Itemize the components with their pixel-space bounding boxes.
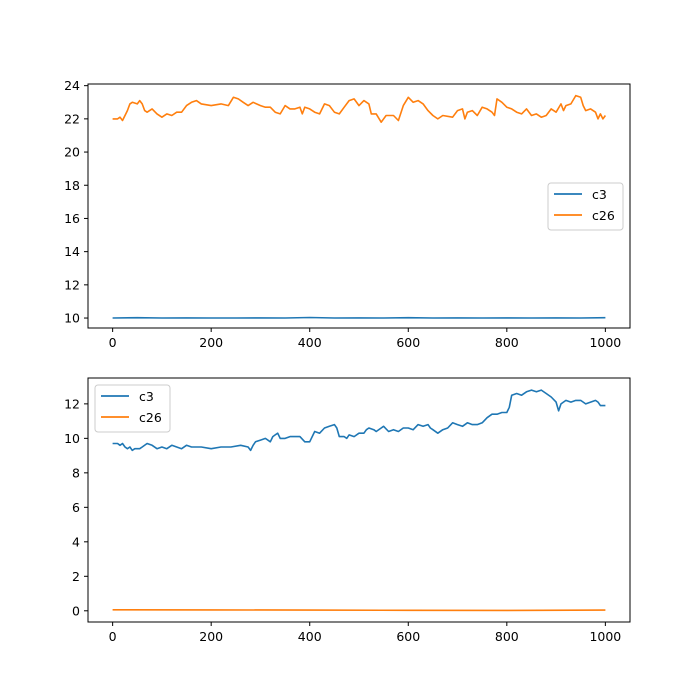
bottom-chart-legend: c3 c26 xyxy=(94,384,171,433)
x-tick-label: 400 xyxy=(298,629,322,644)
legend-label-c3: c3 xyxy=(592,187,607,202)
legend-label-c26: c26 xyxy=(592,208,615,223)
bottom-chart-x-ticks: 0 200 400 600 800 1000 xyxy=(109,622,621,644)
series-line-c3 xyxy=(112,389,606,452)
y-tick-label: 22 xyxy=(64,111,80,126)
x-tick-label: 800 xyxy=(495,629,519,644)
top-chart: 0 200 400 600 800 1000 10 12 14 16 18 20 22 24 c3 c2… xyxy=(64,78,631,350)
series-line-c26 xyxy=(112,94,607,123)
y-tick-label: 0 xyxy=(72,603,80,618)
x-tick-label: 0 xyxy=(109,335,117,350)
y-tick-label: 4 xyxy=(72,534,80,549)
y-tick-label: 10 xyxy=(64,431,80,446)
y-tick-label: 16 xyxy=(64,211,80,226)
bottom-chart-plot-area xyxy=(112,389,606,612)
bottom-chart: 0 200 400 600 800 1000 0 2 4 6 8 10 12 c3 c26 xyxy=(64,377,631,644)
x-tick-label: 800 xyxy=(495,335,519,350)
x-tick-label: 1000 xyxy=(589,335,621,350)
top-chart-x-ticks: 0 200 400 600 800 1000 xyxy=(109,328,621,350)
x-tick-label: 0 xyxy=(109,629,117,644)
x-tick-label: 600 xyxy=(396,629,420,644)
y-tick-label: 12 xyxy=(64,396,80,411)
x-tick-label: 400 xyxy=(298,335,322,350)
y-tick-label: 6 xyxy=(72,500,80,515)
y-tick-label: 20 xyxy=(64,145,80,160)
y-tick-label: 2 xyxy=(72,569,80,584)
x-tick-label: 200 xyxy=(199,335,223,350)
y-tick-label: 18 xyxy=(64,178,80,193)
y-tick-label: 14 xyxy=(64,244,80,259)
legend-label-c3: c3 xyxy=(139,389,154,404)
top-chart-y-ticks: 10 12 14 16 18 20 22 24 xyxy=(64,78,88,326)
x-tick-label: 1000 xyxy=(589,629,621,644)
x-tick-label: 600 xyxy=(396,335,420,350)
x-tick-label: 200 xyxy=(199,629,223,644)
bottom-chart-y-ticks: 0 2 4 6 8 10 12 xyxy=(64,396,88,618)
y-tick-label: 8 xyxy=(72,465,80,480)
legend-label-c26: c26 xyxy=(139,410,162,425)
bottom-chart-frame xyxy=(87,377,631,623)
y-tick-label: 10 xyxy=(64,311,80,326)
series-line-c3 xyxy=(112,316,606,319)
y-tick-label: 12 xyxy=(64,277,80,292)
top-chart-legend: c3 c26 xyxy=(547,182,624,231)
series-line-c26 xyxy=(112,609,606,612)
y-tick-label: 24 xyxy=(64,78,80,93)
top-chart-plot-area xyxy=(112,94,607,319)
top-chart-frame xyxy=(87,83,631,329)
